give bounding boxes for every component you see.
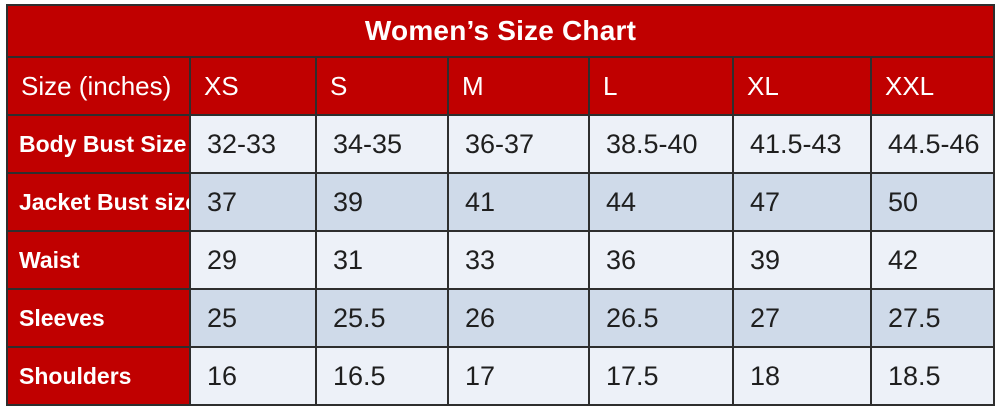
table-row-shoulders: Shoulders 16 16.5 17 17.5 18 18.5 [6, 346, 996, 406]
table-cell: 38.5-40 [588, 114, 734, 174]
column-header-xs: XS [189, 56, 317, 116]
table-row-sleeves: Sleeves 25 25.5 26 26.5 27 27.5 [6, 288, 996, 348]
table-cell: 16 [189, 346, 317, 406]
womens-size-chart-table: Women’s Size Chart Size (inches) XS S M … [5, 4, 996, 406]
column-header-xl: XL [732, 56, 872, 116]
header-row: Size (inches) XS S M L XL XXL [6, 56, 996, 116]
column-header-l: L [588, 56, 734, 116]
table-cell: 36 [588, 230, 734, 290]
table-cell: 34-35 [315, 114, 449, 174]
table-cell: 17 [447, 346, 590, 406]
column-header-m: M [447, 56, 590, 116]
table-cell: 17.5 [588, 346, 734, 406]
table-cell: 18.5 [869, 346, 996, 406]
table-cell: 44.5-46 [869, 114, 996, 174]
table-cell: 42 [869, 230, 996, 290]
table-cell: 37 [189, 172, 317, 232]
table-cell: 16.5 [315, 346, 449, 406]
table-cell: 31 [315, 230, 449, 290]
table-cell: 41 [447, 172, 590, 232]
column-header-s: S [315, 56, 449, 116]
row-label-jacket-bust-size: Jacket Bust size [6, 172, 191, 232]
table-cell: 50 [869, 172, 996, 232]
table-row-waist: Waist 29 31 33 36 39 42 [6, 230, 996, 290]
table-cell: 41.5-43 [732, 114, 872, 174]
table-cell: 27.5 [869, 288, 996, 348]
table-cell: 39 [315, 172, 449, 232]
column-header-size-inches: Size (inches) [6, 56, 191, 116]
table-cell: 39 [732, 230, 872, 290]
table-cell: 44 [588, 172, 734, 232]
table-cell: 36-37 [447, 114, 590, 174]
table-row-jacket-bust-size: Jacket Bust size 37 39 41 44 47 50 [6, 172, 996, 232]
row-label-body-bust-size: Body Bust Size [6, 114, 191, 174]
table-cell: 18 [732, 346, 872, 406]
title-row: Women’s Size Chart [5, 4, 996, 58]
table-cell: 47 [732, 172, 872, 232]
table-row-body-bust-size: Body Bust Size 32-33 34-35 36-37 38.5-40… [6, 114, 996, 174]
table-cell: 25.5 [315, 288, 449, 348]
table-cell: 33 [447, 230, 590, 290]
row-label-shoulders: Shoulders [6, 346, 191, 406]
table-cell: 26.5 [588, 288, 734, 348]
row-label-sleeves: Sleeves [6, 288, 191, 348]
table-cell: 25 [189, 288, 317, 348]
column-header-xxl: XXL [869, 56, 996, 116]
table-cell: 32-33 [189, 114, 317, 174]
chart-title: Women’s Size Chart [5, 4, 996, 58]
table-cell: 26 [447, 288, 590, 348]
table-cell: 29 [189, 230, 317, 290]
table-cell: 27 [732, 288, 872, 348]
row-label-waist: Waist [6, 230, 191, 290]
